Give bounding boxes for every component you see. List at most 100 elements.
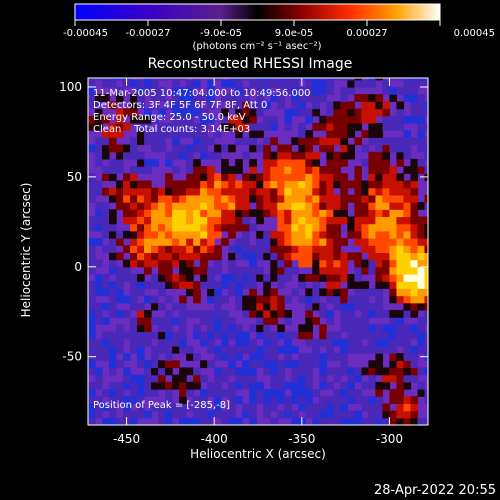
heatmap-pixel [326,230,334,239]
heatmap-pixel [305,338,313,347]
heatmap-pixel [277,180,285,189]
heatmap-pixel [109,130,117,138]
heatmap-pixel [375,101,384,110]
heatmap-pixel [123,194,131,203]
heatmap-pixel [263,410,271,419]
heatmap-pixel [88,317,96,325]
heatmap-pixel [165,367,173,376]
heatmap-pixel [137,230,145,239]
heatmap-pixel [88,302,96,311]
heatmap-pixel [361,417,370,425]
heatmap-pixel [340,288,348,297]
heatmap-pixel [382,144,391,153]
y-tick-label-3: 100 [59,80,82,94]
heatmap-pixel [179,381,187,390]
heatmap-pixel [158,216,166,225]
heatmap-pixel [277,324,285,333]
heatmap-pixel [130,115,138,124]
heatmap-pixel [242,108,250,117]
heatmap-pixel [347,230,355,239]
heatmap-pixel [396,194,405,203]
heatmap-pixel [200,273,208,282]
heatmap-pixel [333,166,341,174]
heatmap-pixel [291,360,299,369]
heatmap-pixel [333,295,341,304]
heatmap-pixel [361,403,370,412]
heatmap-pixel [249,302,257,311]
heatmap-pixel [249,187,257,196]
heatmap-pixel [382,324,391,333]
heatmap-pixel [137,202,145,210]
heatmap-pixel [200,230,208,239]
heatmap-pixel [270,317,278,325]
heatmap-pixel [375,367,384,376]
heatmap-pixel [312,137,320,146]
heatmap-pixel [263,345,271,354]
heatmap-pixel [207,166,215,174]
heatmap-pixel [305,403,313,412]
heatmap-pixel [228,94,236,102]
heatmap-pixel [305,173,313,182]
heatmap-pixel [137,288,145,297]
heatmap-pixel [312,302,320,311]
heatmap-pixel [319,194,327,203]
heatmap-pixel [319,166,327,174]
heatmap-pixel [305,151,313,160]
heatmap-pixel [305,158,313,167]
heatmap-pixel [144,194,152,203]
heatmap-pixel [326,396,334,405]
heatmap-pixel [417,338,426,347]
heatmap-pixel [144,266,152,275]
heatmap-pixel [179,317,187,325]
heatmap-pixel [256,216,264,225]
heatmap-pixel [186,79,194,88]
heatmap-pixel [88,187,96,196]
heatmap-pixel [305,180,313,189]
heatmap-pixel [242,331,250,340]
heatmap-pixel [242,410,250,419]
heatmap-pixel [270,302,278,311]
heatmap-pixel [396,381,405,390]
heatmap-pixel [137,360,145,369]
heatmap-pixel [417,345,426,354]
heatmap-pixel [186,122,194,131]
heatmap-pixel [277,331,285,340]
heatmap-pixel [123,151,131,160]
heatmap-pixel [116,345,124,354]
heatmap-pixel [347,281,355,289]
heatmap-pixel [186,209,194,218]
heatmap-pixel [109,360,117,369]
heatmap-pixel [186,166,194,174]
heatmap-pixel [291,252,299,261]
heatmap-pixel [242,381,250,390]
heatmap-pixel [242,266,250,275]
heatmap-pixel [375,309,384,318]
heatmap-pixel [249,223,257,232]
heatmap-pixel [347,180,355,189]
heatmap-pixel [333,266,341,275]
heatmap-pixel [312,158,320,167]
heatmap-pixel [95,78,103,81]
heatmap-pixel [382,259,391,268]
heatmap-pixel [95,273,103,282]
heatmap-pixel [305,252,313,261]
heatmap-pixel [277,79,285,88]
heatmap-pixel [179,209,187,218]
heatmap-pixel [235,374,243,383]
heatmap-pixel [193,158,201,167]
heatmap-pixel [165,410,173,419]
heatmap-pixel [361,101,370,110]
heatmap-pixel [235,252,243,261]
heatmap-pixel [172,273,180,282]
heatmap-pixel [410,266,419,275]
heatmap-pixel [88,360,96,369]
heatmap-pixel [424,417,428,425]
heatmap-pixel [109,252,117,261]
heatmap-pixel [382,266,391,275]
heatmap-pixel [312,360,320,369]
heatmap-pixel [424,281,428,289]
heatmap-pixel [375,209,384,218]
heatmap-pixel [88,245,96,253]
heatmap-pixel [123,396,131,405]
heatmap-pixel [242,367,250,376]
